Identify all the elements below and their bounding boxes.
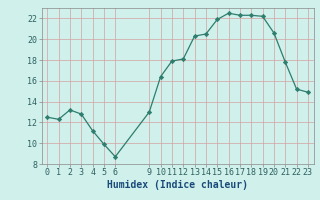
X-axis label: Humidex (Indice chaleur): Humidex (Indice chaleur) (107, 180, 248, 190)
